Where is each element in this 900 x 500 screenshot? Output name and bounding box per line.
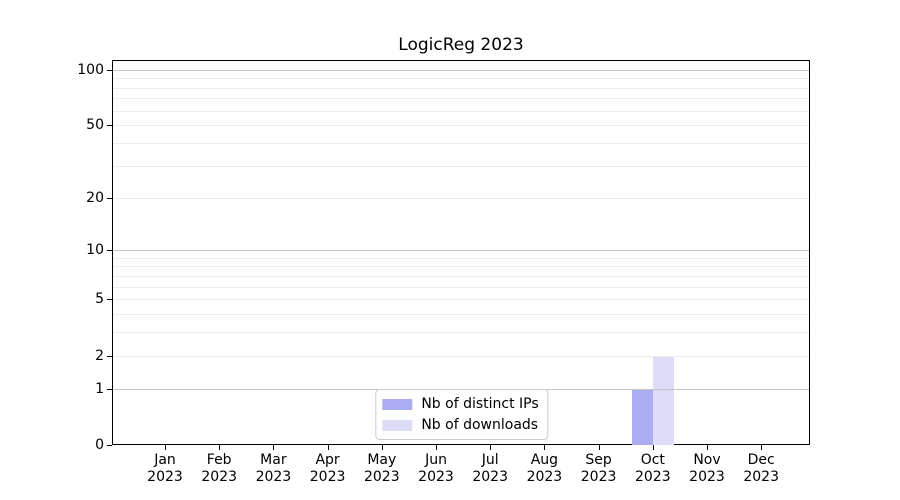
- x-tick-mark: [165, 445, 166, 450]
- plot-area: [112, 60, 810, 445]
- legend-label-downloads: Nb of downloads: [421, 417, 539, 433]
- gridline-minor: [113, 98, 809, 100]
- gridline-minor: [113, 87, 809, 89]
- x-tick-label: Feb 2023: [201, 452, 237, 485]
- y-tick-mark: [107, 299, 112, 301]
- x-tick-mark: [544, 445, 546, 450]
- x-tick-label: Oct 2023: [634, 452, 671, 485]
- x-tick-label: Jun 2023: [418, 452, 454, 485]
- gridline-minor: [113, 332, 809, 334]
- y-tick-label: 20: [86, 189, 104, 206]
- gridline-major: [113, 250, 809, 252]
- x-tick-mark: [273, 445, 275, 450]
- y-tick-mark: [107, 445, 112, 446]
- x-tick-mark: [707, 445, 708, 450]
- legend-label-distinct-ips: Nb of distinct IPs: [421, 396, 539, 412]
- x-tick-label: Nov 2023: [689, 452, 725, 485]
- x-tick-label: Aug 2023: [526, 452, 563, 485]
- y-tick-mark: [107, 69, 112, 71]
- bar-downloads: [652, 355, 674, 445]
- gridline-minor: [113, 275, 809, 277]
- gridline-minor: [113, 257, 809, 259]
- x-tick-label: May 2023: [363, 452, 400, 485]
- y-tick-label: 0: [95, 437, 104, 453]
- x-tick-label: Mar 2023: [255, 452, 292, 485]
- y-tick-label: 5: [95, 291, 104, 308]
- x-tick-mark: [652, 445, 654, 450]
- chart-title: LogicReg 2023: [398, 35, 524, 55]
- y-tick-label: 100: [77, 61, 104, 78]
- x-tick-mark: [490, 445, 492, 450]
- legend-item-distinct-ips: Nb of distinct IPs: [382, 395, 539, 413]
- legend-swatch-downloads: [382, 419, 413, 431]
- gridline-minor: [113, 143, 809, 145]
- x-tick-label: Dec 2023: [743, 452, 779, 485]
- gridline-minor: [113, 197, 809, 199]
- gridline-minor: [113, 110, 809, 112]
- gridline-minor: [113, 165, 809, 167]
- x-tick-label: Jan 2023: [147, 452, 183, 485]
- y-tick-mark: [107, 250, 112, 252]
- gridline-minor: [113, 355, 809, 357]
- y-tick-label: 2: [95, 347, 104, 364]
- gridline-major: [113, 69, 809, 71]
- x-tick-label: Apr 2023: [309, 452, 346, 485]
- legend-swatch-distinct-ips: [382, 398, 413, 410]
- y-tick-mark: [107, 125, 112, 127]
- bar-distinct-ips: [631, 388, 653, 445]
- x-tick-mark: [381, 445, 383, 450]
- x-tick-mark: [327, 445, 329, 450]
- legend: Nb of distinct IPs Nb of downloads: [375, 389, 549, 440]
- gridline-minor: [113, 299, 809, 301]
- x-tick-label: Jul 2023: [472, 452, 508, 485]
- legend-item-downloads: Nb of downloads: [382, 416, 538, 434]
- gridline-minor: [113, 125, 809, 127]
- x-tick-mark: [598, 445, 600, 450]
- gridline-minor: [113, 266, 809, 268]
- x-tick-mark: [436, 445, 437, 450]
- y-tick-mark: [107, 355, 112, 357]
- y-tick-mark: [107, 197, 112, 199]
- x-tick-mark: [761, 445, 763, 450]
- gridline-minor: [113, 314, 809, 316]
- gridline-minor: [113, 78, 809, 80]
- y-tick-label: 50: [86, 117, 104, 134]
- x-tick-mark: [219, 445, 221, 450]
- y-tick-mark: [107, 388, 112, 390]
- y-tick-label: 10: [86, 242, 104, 259]
- y-tick-label: 1: [95, 380, 104, 397]
- gridline-minor: [113, 286, 809, 288]
- x-tick-label: Sep 2023: [580, 452, 617, 485]
